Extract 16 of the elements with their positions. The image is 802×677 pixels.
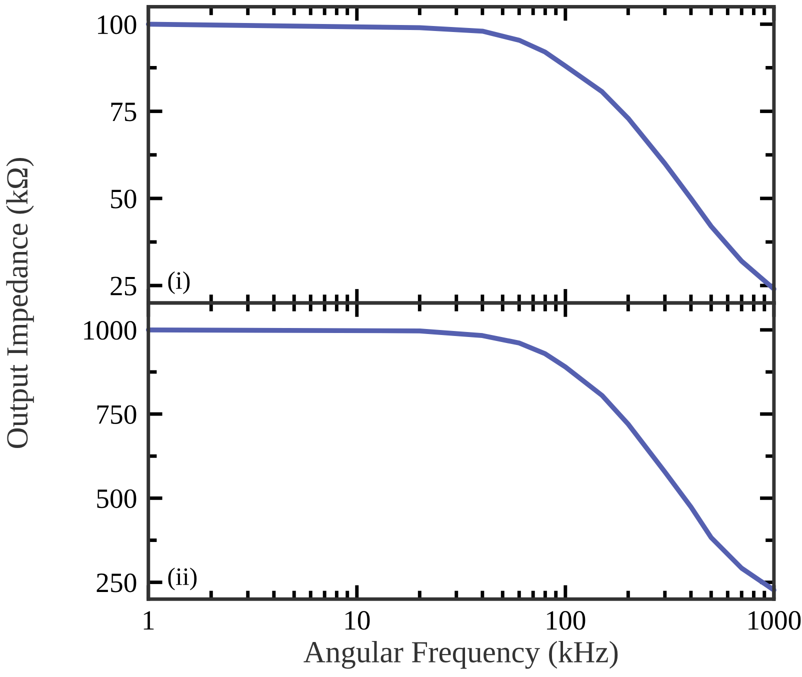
x-tick-label: 100 — [547, 611, 586, 630]
y-axis-title: Output Impedance (kΩ) — [6, 158, 34, 448]
y-tick-label: 250 — [96, 573, 136, 592]
y-tick-label: 50 — [111, 190, 136, 208]
y-tick-label: 100 — [98, 15, 136, 34]
annotation: (i) — [168, 271, 190, 294]
x-tick-label: 1000 — [748, 611, 801, 630]
y-tick-label: 75 — [111, 102, 136, 122]
y-tick-label: 750 — [97, 405, 136, 424]
x-tick-label: 1 — [144, 611, 154, 630]
x-axis-title: Angular Frequency (kHz) — [304, 641, 618, 669]
x-tick-label: 10 — [345, 611, 370, 630]
y-tick-label: 1000 — [84, 321, 136, 340]
y-tick-label: 500 — [97, 489, 136, 508]
annotation: (ii) — [168, 568, 197, 590]
y-tick-label: 25 — [110, 276, 136, 296]
